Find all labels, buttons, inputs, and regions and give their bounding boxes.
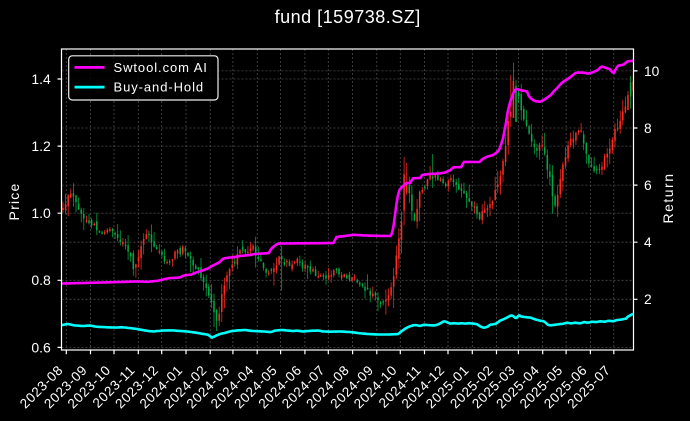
svg-text:4: 4 — [644, 235, 652, 250]
svg-text:6: 6 — [644, 178, 652, 193]
svg-text:Buy-and-Hold: Buy-and-Hold — [114, 80, 205, 95]
svg-text:Return: Return — [660, 172, 676, 223]
svg-text:1.4: 1.4 — [31, 71, 51, 87]
svg-text:1.0: 1.0 — [31, 205, 51, 221]
svg-text:2: 2 — [644, 292, 652, 307]
svg-text:Price: Price — [6, 183, 22, 221]
svg-text:8: 8 — [644, 121, 652, 136]
svg-text:0.8: 0.8 — [31, 272, 51, 288]
svg-text:10: 10 — [644, 64, 660, 79]
svg-text:fund [159738.SZ]: fund [159738.SZ] — [275, 7, 421, 27]
svg-text:Swtool.com AI: Swtool.com AI — [114, 60, 208, 75]
svg-text:1.2: 1.2 — [31, 138, 51, 154]
svg-text:0.6: 0.6 — [31, 339, 51, 355]
